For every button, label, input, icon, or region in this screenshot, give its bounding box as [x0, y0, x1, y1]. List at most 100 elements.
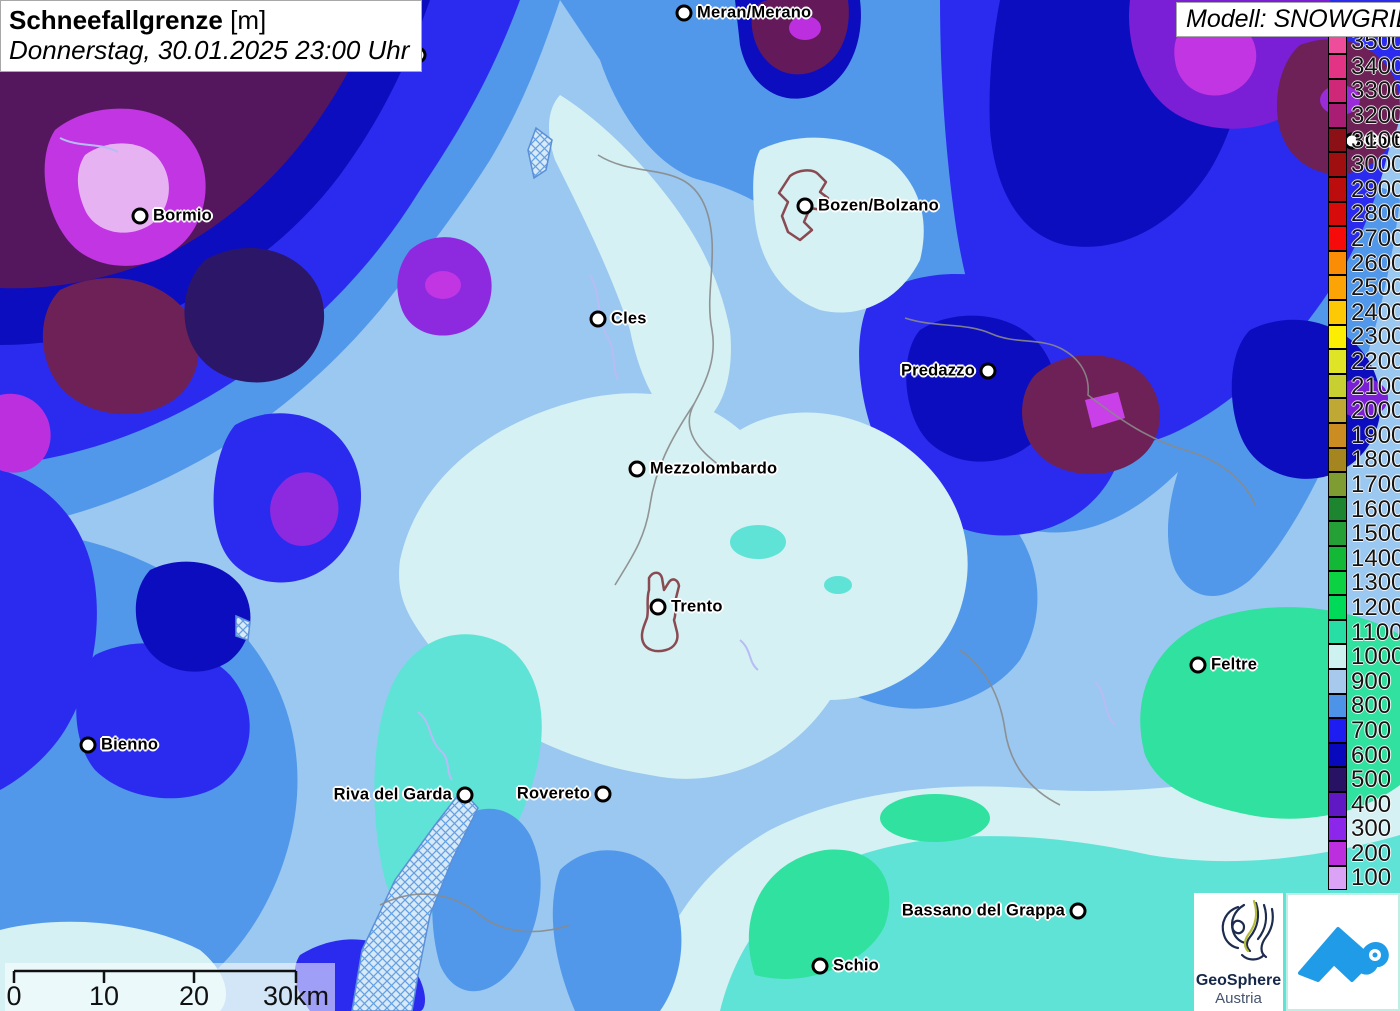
geosphere-contour-icon [1221, 899, 1274, 961]
legend-row: 2300 [1328, 324, 1400, 350]
scalebar-label: 10 [88, 981, 120, 1011]
legend-swatch [1328, 496, 1347, 522]
legend-row: 1300 [1328, 569, 1400, 597]
city-dot [811, 957, 829, 975]
legend-label: 3300 [1351, 77, 1400, 105]
legend-swatch [1328, 300, 1347, 325]
city-dot [589, 310, 607, 328]
geosphere-name: GeoSphere [1195, 972, 1282, 989]
legend-swatch [1328, 127, 1347, 153]
legend-row: 2700 [1328, 226, 1400, 252]
legend-label: 2400 [1351, 298, 1400, 326]
legend-swatch [1328, 742, 1347, 768]
city-dot [131, 207, 149, 225]
legend-row: 1800 [1328, 446, 1400, 474]
legend-swatch [1328, 250, 1347, 276]
legend-row: 2400 [1328, 298, 1400, 326]
geosphere-country: Austria [1215, 990, 1262, 1007]
legend-label: 300 [1351, 815, 1392, 843]
legend-swatch [1328, 275, 1347, 301]
legend-swatch [1328, 668, 1347, 694]
legend-label: 3400 [1351, 52, 1400, 80]
legend-swatch [1328, 152, 1347, 178]
legend-label: 2600 [1351, 249, 1400, 277]
city-label: Rovereto [516, 784, 590, 803]
legend-label: 2000 [1351, 397, 1400, 425]
city-dot [456, 786, 474, 804]
legend-label: 1300 [1351, 569, 1400, 597]
legend-label: 1100 [1351, 618, 1400, 646]
city-dot [1069, 902, 1087, 920]
city-boundaries [640, 169, 830, 653]
legend-row: 800 [1328, 692, 1400, 720]
scalebar-label: 30km [262, 981, 330, 1011]
city-dot [979, 362, 997, 380]
legend-swatch [1328, 373, 1347, 399]
legend-label: 400 [1351, 790, 1392, 818]
city-dot [628, 460, 646, 478]
avalanche-logo-box [1286, 893, 1400, 1011]
model-label: Modell: SNOWGRID [1186, 5, 1400, 33]
legend-swatch [1328, 78, 1347, 104]
scalebar-label: 0 [6, 981, 22, 1011]
legend-label: 1600 [1351, 495, 1400, 523]
legend-swatch [1328, 791, 1347, 817]
city-label: Bassano del Grappa [901, 901, 1065, 920]
legend-label: 900 [1351, 667, 1392, 695]
field-800-south [432, 808, 682, 1011]
legend-swatch [1328, 521, 1347, 546]
legend-row: 600 [1328, 741, 1400, 769]
title-text: Schneefallgrenze [9, 5, 223, 35]
admin-boundaries [379, 154, 1256, 933]
legend-swatch [1328, 545, 1347, 571]
city-dot [594, 785, 612, 803]
legend-label: 2900 [1351, 175, 1400, 203]
legend-row: 2800 [1328, 200, 1400, 228]
legend-label: 600 [1351, 741, 1392, 769]
legend-label: 1400 [1351, 544, 1400, 572]
legend-swatch [1328, 472, 1347, 497]
legend-label: 500 [1351, 766, 1392, 794]
legend-swatch [1328, 226, 1347, 251]
rivers [59, 137, 1116, 781]
map-title: Schneefallgrenze [m] [9, 5, 409, 35]
legend-swatch [1328, 447, 1347, 473]
legend-swatch [1328, 54, 1347, 79]
legend-label: 1800 [1351, 446, 1400, 474]
city-label: Trento [671, 597, 723, 616]
legend-label: 3100 [1351, 126, 1400, 154]
legend-swatch [1328, 570, 1347, 596]
legend-swatch [1328, 423, 1347, 448]
city-label: Bozen/Bolzano [818, 196, 939, 215]
scalebar-label: 20 [178, 981, 210, 1011]
legend-swatch [1328, 816, 1347, 842]
legend-swatch [1328, 595, 1347, 620]
legend-row: 900 [1328, 667, 1400, 695]
scale-bar: 0 10 20 30km [5, 963, 335, 1011]
legend-row: 3300 [1328, 77, 1400, 105]
legend-row: 1200 [1328, 595, 1400, 621]
geosphere-logo-box: GeoSphere Austria [1194, 893, 1283, 1011]
legend-label: 800 [1351, 692, 1392, 720]
avalanche-mountain-icon [1298, 927, 1389, 982]
legend-label: 1500 [1351, 520, 1400, 548]
city-dot [79, 736, 97, 754]
legend-swatch [1328, 619, 1347, 645]
legend-swatch [1328, 201, 1347, 227]
legend-row: 3100 [1328, 126, 1400, 154]
legend-row: 1700 [1328, 472, 1400, 498]
legend-row: 1900 [1328, 423, 1400, 449]
legend-row: 500 [1328, 766, 1400, 794]
legend-row: 2500 [1328, 275, 1400, 301]
legend-label: 2200 [1351, 348, 1400, 376]
legend-row: 1100 [1328, 618, 1400, 646]
map-datetime: Donnerstag, 30.01.2025 23:00 Uhr [9, 35, 410, 65]
legend-label: 2800 [1351, 200, 1400, 228]
city-label: Predazzo [900, 361, 975, 380]
legend-label: 1000 [1351, 643, 1400, 671]
legend-row: 300 [1328, 815, 1400, 843]
city-dot [1189, 656, 1207, 674]
legend-label: 3000 [1351, 151, 1400, 179]
